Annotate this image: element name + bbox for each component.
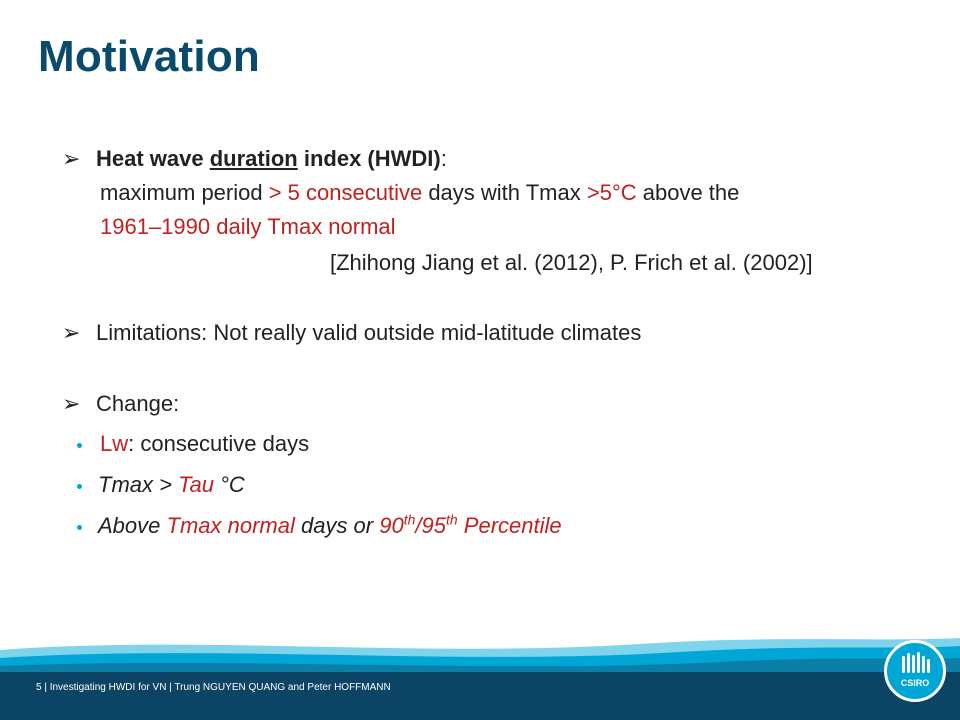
change-item-lw: Lw: consecutive days xyxy=(100,431,310,456)
change-item-above: Above Tmax normal days or 90th/95th Perc… xyxy=(98,511,562,538)
sub-bullet-dot-icon xyxy=(77,484,82,489)
hwdi-citation: [Zhihong Jiang et al. (2012), P. Frich e… xyxy=(330,250,813,275)
change-heading: Change: xyxy=(96,391,180,416)
footer-text: 5 | Investigating HWDI for VN | Trung NG… xyxy=(36,682,391,693)
csiro-logo-icon: CSIRO xyxy=(884,640,946,702)
footer-bar xyxy=(0,672,960,720)
csiro-logo-text: CSIRO xyxy=(900,678,930,688)
slide-title: Motivation xyxy=(38,32,260,81)
hwdi-definition-line2: 1961–1990 daily Tmax normal xyxy=(100,214,396,239)
hwdi-heading: Heat wave duration index (HWDI): xyxy=(96,146,447,171)
sub-bullet-dot-icon xyxy=(77,525,82,530)
bullet-arrow-icon: ➢ xyxy=(62,146,81,171)
limitations-text: Limitations: Not really valid outside mi… xyxy=(96,320,642,345)
change-item-tmax: Tmax > Tau °C xyxy=(98,472,245,497)
sub-bullet-dot-icon xyxy=(77,443,82,448)
hwdi-definition-line1: maximum period > 5 consecutive days with… xyxy=(100,180,740,205)
bullet-arrow-icon: ➢ xyxy=(62,320,81,345)
bullet-arrow-icon: ➢ xyxy=(62,391,81,416)
